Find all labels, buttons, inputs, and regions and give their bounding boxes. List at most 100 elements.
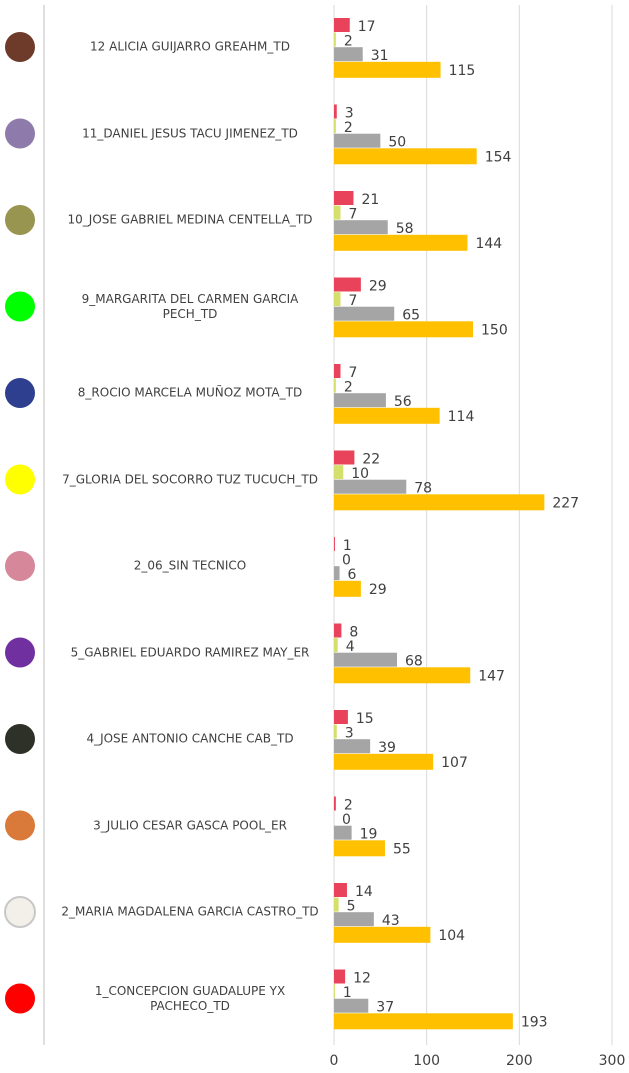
value-label: 193 (521, 1014, 548, 1030)
value-label: 6 (348, 567, 357, 583)
bar (334, 321, 473, 338)
value-label: 14 (355, 884, 373, 900)
value-label: 7 (348, 365, 357, 381)
bar (334, 104, 337, 119)
category-label: 12 ALICIA GUIJARRO GREAHM_TD (90, 39, 290, 54)
value-label: 4 (346, 639, 355, 655)
value-label: 3 (345, 106, 354, 122)
bar (334, 220, 388, 235)
bar (334, 796, 336, 811)
value-label: 29 (369, 279, 387, 295)
bar (334, 710, 348, 724)
bar (334, 292, 341, 307)
x-tick-label: 300 (599, 1053, 626, 1069)
value-label: 31 (371, 48, 389, 64)
bar (334, 724, 337, 739)
bar (334, 739, 371, 754)
value-label: 3 (345, 726, 354, 742)
value-label: 2 (344, 120, 353, 136)
value-label: 58 (396, 221, 414, 237)
bar (334, 277, 361, 292)
category-marker (5, 464, 35, 495)
x-tick-label: 100 (413, 1053, 440, 1069)
x-tick-label: 0 (330, 1053, 339, 1069)
value-label: 65 (402, 308, 420, 324)
value-label: 115 (449, 63, 476, 79)
category-marker (5, 291, 35, 322)
bar (334, 32, 336, 47)
value-label: 154 (485, 149, 512, 165)
value-label: 8 (349, 625, 358, 641)
value-label: 0 (342, 812, 351, 828)
value-label: 2 (344, 380, 353, 396)
category-label: 4_JOSE ANTONIO CANCHE CAB_TD (86, 731, 294, 746)
value-label: 0 (342, 553, 351, 569)
category-marker (5, 378, 35, 408)
category-label: 10_JOSE GABRIEL MEDINA CENTELLA_TD (67, 212, 313, 227)
category-label: 3_JULIO CESAR GASCA POOL_ER (93, 818, 287, 832)
value-label: 43 (382, 913, 400, 929)
value-label: 12 (353, 971, 371, 987)
bar (334, 883, 347, 897)
value-label: 10 (351, 466, 369, 482)
category-label: 11_DANIEL JESUS TACU JIMENEZ_TD (82, 126, 298, 140)
value-label: 39 (378, 740, 396, 756)
bar (334, 580, 361, 597)
bar (334, 969, 346, 984)
x-tick-label: 200 (506, 1053, 533, 1069)
bar (334, 450, 355, 465)
bar (334, 825, 352, 840)
bar (334, 623, 342, 638)
category-label: 2_06_SIN TECNICO (133, 558, 247, 573)
bar (334, 926, 431, 943)
bar (334, 364, 341, 378)
bar (334, 652, 398, 667)
bar (334, 479, 407, 494)
value-label: 50 (388, 135, 406, 151)
value-label: 1 (343, 538, 352, 554)
category-marker (5, 551, 35, 581)
value-label: 37 (376, 1000, 394, 1016)
bar (334, 667, 471, 684)
value-label: 147 (478, 668, 505, 684)
bar (334, 753, 434, 770)
bar (334, 133, 381, 148)
category-label: 2_MARIA MAGDALENA GARCIA CASTRO_TD (61, 904, 319, 919)
bar (334, 537, 335, 551)
bar (334, 465, 344, 480)
category-marker (4, 896, 36, 928)
value-label: 7 (348, 207, 357, 223)
value-label: 104 (438, 928, 465, 944)
category-marker (5, 205, 35, 235)
value-label: 17 (358, 19, 376, 35)
bar (334, 148, 477, 165)
value-label: 56 (394, 394, 412, 410)
category-marker (5, 32, 35, 62)
value-label: 78 (414, 481, 432, 497)
bar (334, 840, 385, 857)
bar (334, 912, 374, 927)
value-label: 68 (405, 654, 423, 670)
bar (334, 393, 386, 408)
bar (334, 119, 336, 134)
value-label: 55 (393, 841, 411, 857)
bar (334, 638, 338, 653)
value-label: 2 (344, 798, 353, 814)
value-label: 144 (475, 236, 502, 252)
value-label: 29 (369, 582, 387, 598)
bar (334, 61, 441, 78)
category-marker (5, 810, 35, 841)
bar (334, 984, 335, 999)
bar (334, 306, 395, 321)
value-label: 107 (441, 755, 468, 771)
bar (334, 191, 354, 205)
category-marker (5, 724, 35, 754)
bar (334, 378, 336, 393)
category-label: 8_ROCIO MARCELA MUÑOZ MOTA_TD (77, 385, 303, 400)
bar (334, 18, 350, 32)
value-label: 19 (360, 827, 378, 843)
value-label: 15 (356, 711, 374, 727)
category-label: 9_MARGARITA DEL CARMEN GARCIA PECH_TD (81, 291, 299, 321)
